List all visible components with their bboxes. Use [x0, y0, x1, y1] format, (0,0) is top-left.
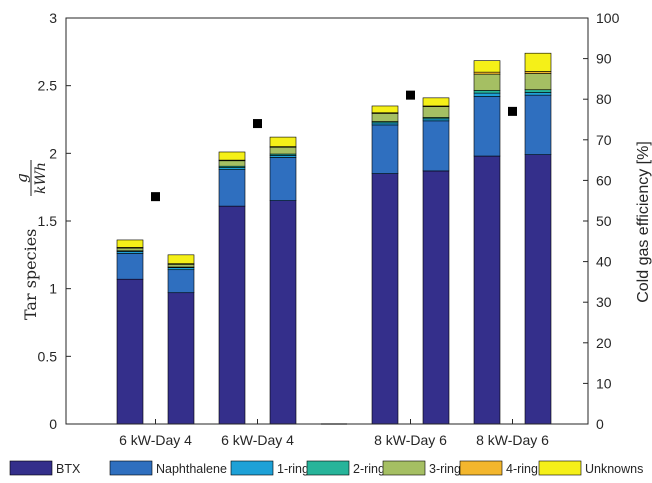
bar-8-segment-2-ring [473, 90, 501, 94]
efficiency-point-3 [406, 90, 415, 100]
right-tick-label: 70 [596, 132, 612, 148]
bar-7-segment-unknowns [422, 97, 450, 107]
legend-swatch-4-ring [459, 460, 503, 476]
bar-4-segment-1-ring [269, 155, 297, 158]
efficiency-point-2 [253, 119, 262, 129]
legend-swatch-naphthalene [109, 460, 153, 476]
bar-3-segment-1-ring [218, 167, 246, 170]
right-tick-label: 30 [596, 294, 612, 310]
bar-1-segment-btx [116, 278, 144, 425]
right-tick-label: 90 [596, 51, 612, 67]
right-tick-label: 80 [596, 91, 612, 107]
bar-6-segment-3-ring [371, 113, 399, 122]
right-tick-label: 0 [596, 416, 604, 432]
bar-4-segment-naphthalene [269, 157, 297, 201]
left-tick-label: 2 [49, 145, 57, 161]
legend-label: 3-ring [429, 462, 461, 476]
left-tick-label: 1 [49, 281, 57, 297]
bar-3-segment-3-ring [218, 160, 246, 167]
legend-label: 1-ring [277, 462, 309, 476]
bar-9-segment-2-ring [524, 89, 552, 93]
bar-1-segment-naphthalene [116, 253, 144, 280]
efficiency-point-4 [508, 106, 517, 116]
bar-8-segment-1-ring [473, 92, 501, 97]
right-tick-label: 40 [596, 254, 612, 270]
right-axis-ticks: 0 10 20 30 40 50 60 70 80 90 100 [583, 10, 620, 432]
bar-6-segment-unknowns [371, 105, 399, 114]
right-tick-label: 10 [596, 375, 612, 391]
left-axis-ticks: 0 0.5 1 1.5 2 2.5 3 [38, 10, 71, 432]
legend-label: BTX [56, 462, 81, 476]
legend-label: 4-ring [506, 462, 538, 476]
left-tick-label: 0 [49, 416, 57, 432]
left-tick-label: 0.5 [38, 348, 58, 364]
bar-2-segment-3-ring [167, 264, 195, 268]
bar-3-segment-btx [218, 205, 246, 425]
y-axis-left-label: Tar species g kWh [13, 160, 49, 320]
bar-9-segment-1-ring [524, 92, 552, 96]
bar-7-segment-naphthalene [422, 120, 450, 172]
bar-8-segment-naphthalene [473, 96, 501, 157]
legend: BTX Naphthalene 1-ring 2-ring 3-ring 4-ring Un… [9, 460, 643, 476]
legend-label: 2-ring [353, 462, 385, 476]
bar-2-segment-unknowns [167, 254, 195, 264]
right-tick-label: 60 [596, 172, 612, 188]
y-axis-right-label: Cold gas efficiency [%] [635, 141, 652, 303]
bar-6-segment-naphthalene [371, 124, 399, 174]
axes-layer [65, 17, 589, 425]
legend-swatch-btx [9, 460, 53, 476]
legend-swatch-1-ring [230, 460, 274, 476]
left-tick-label: 1.5 [38, 213, 58, 229]
x-tick-label: 8 kW-Day 6 [476, 432, 549, 448]
bar-9-segment-btx [524, 154, 552, 425]
bar-1-segment-3-ring [116, 247, 144, 252]
x-axis-ticks: 6 kW-Day 4 6 kW-Day 4 8 kW-Day 6 8 kW-Day 6 [119, 419, 549, 448]
plot-area-border [65, 17, 589, 425]
bar-9-segment-naphthalene [524, 94, 552, 155]
legend-label: Naphthalene [156, 462, 227, 476]
bar-8-segment-3-ring [473, 73, 501, 91]
right-tick-label: 50 [596, 213, 612, 229]
y-left-label-prefix: Tar species [21, 229, 40, 320]
right-tick-label: 100 [596, 10, 620, 26]
x-tick-label: 6 kW-Day 4 [119, 432, 192, 448]
bar-7-segment-btx [422, 170, 450, 425]
bar-2-segment-naphthalene [167, 269, 195, 294]
bar-9-segment-unknowns [524, 52, 552, 72]
bar-4-segment-unknowns [269, 136, 297, 147]
bar-2-segment-1-ring [167, 267, 195, 271]
efficiency-points-layer [151, 90, 517, 202]
bar-9-segment-4-ring [524, 71, 552, 74]
left-tick-label: 2.5 [38, 78, 58, 94]
bar-7-segment-3-ring [422, 106, 450, 118]
legend-swatch-2-ring [306, 460, 350, 476]
bar-2-segment-btx [167, 292, 195, 425]
efficiency-point-1 [151, 192, 160, 202]
legend-label: Unknowns [585, 462, 643, 476]
bar-1-segment-1-ring [116, 251, 144, 254]
bar-8-segment-4-ring [473, 71, 501, 75]
x-tick-label: 8 kW-Day 6 [374, 432, 447, 448]
bar-3-segment-unknowns [218, 151, 246, 161]
bar-7-segment-1-ring [422, 118, 450, 122]
right-tick-label: 20 [596, 335, 612, 351]
x-tick-label: 6 kW-Day 4 [221, 432, 294, 448]
bar-8-segment-btx [473, 155, 501, 425]
bar-9-segment-3-ring [524, 73, 552, 91]
legend-swatch-unknowns [538, 460, 582, 476]
legend-swatch-3-ring [382, 460, 426, 476]
left-tick-label: 3 [49, 10, 57, 26]
bar-6-segment-1-ring [371, 122, 399, 126]
bar-4-segment-3-ring [269, 146, 297, 155]
bar-6-segment-btx [371, 173, 399, 425]
y-left-label-denominator: kWh [33, 162, 49, 194]
bar-8-segment-unknowns [473, 60, 501, 73]
bars-layer [116, 52, 552, 425]
bar-4-segment-btx [269, 200, 297, 425]
bar-3-segment-naphthalene [218, 169, 246, 207]
bar-1-segment-unknowns [116, 239, 144, 248]
y-left-label-numerator: g [13, 173, 31, 183]
